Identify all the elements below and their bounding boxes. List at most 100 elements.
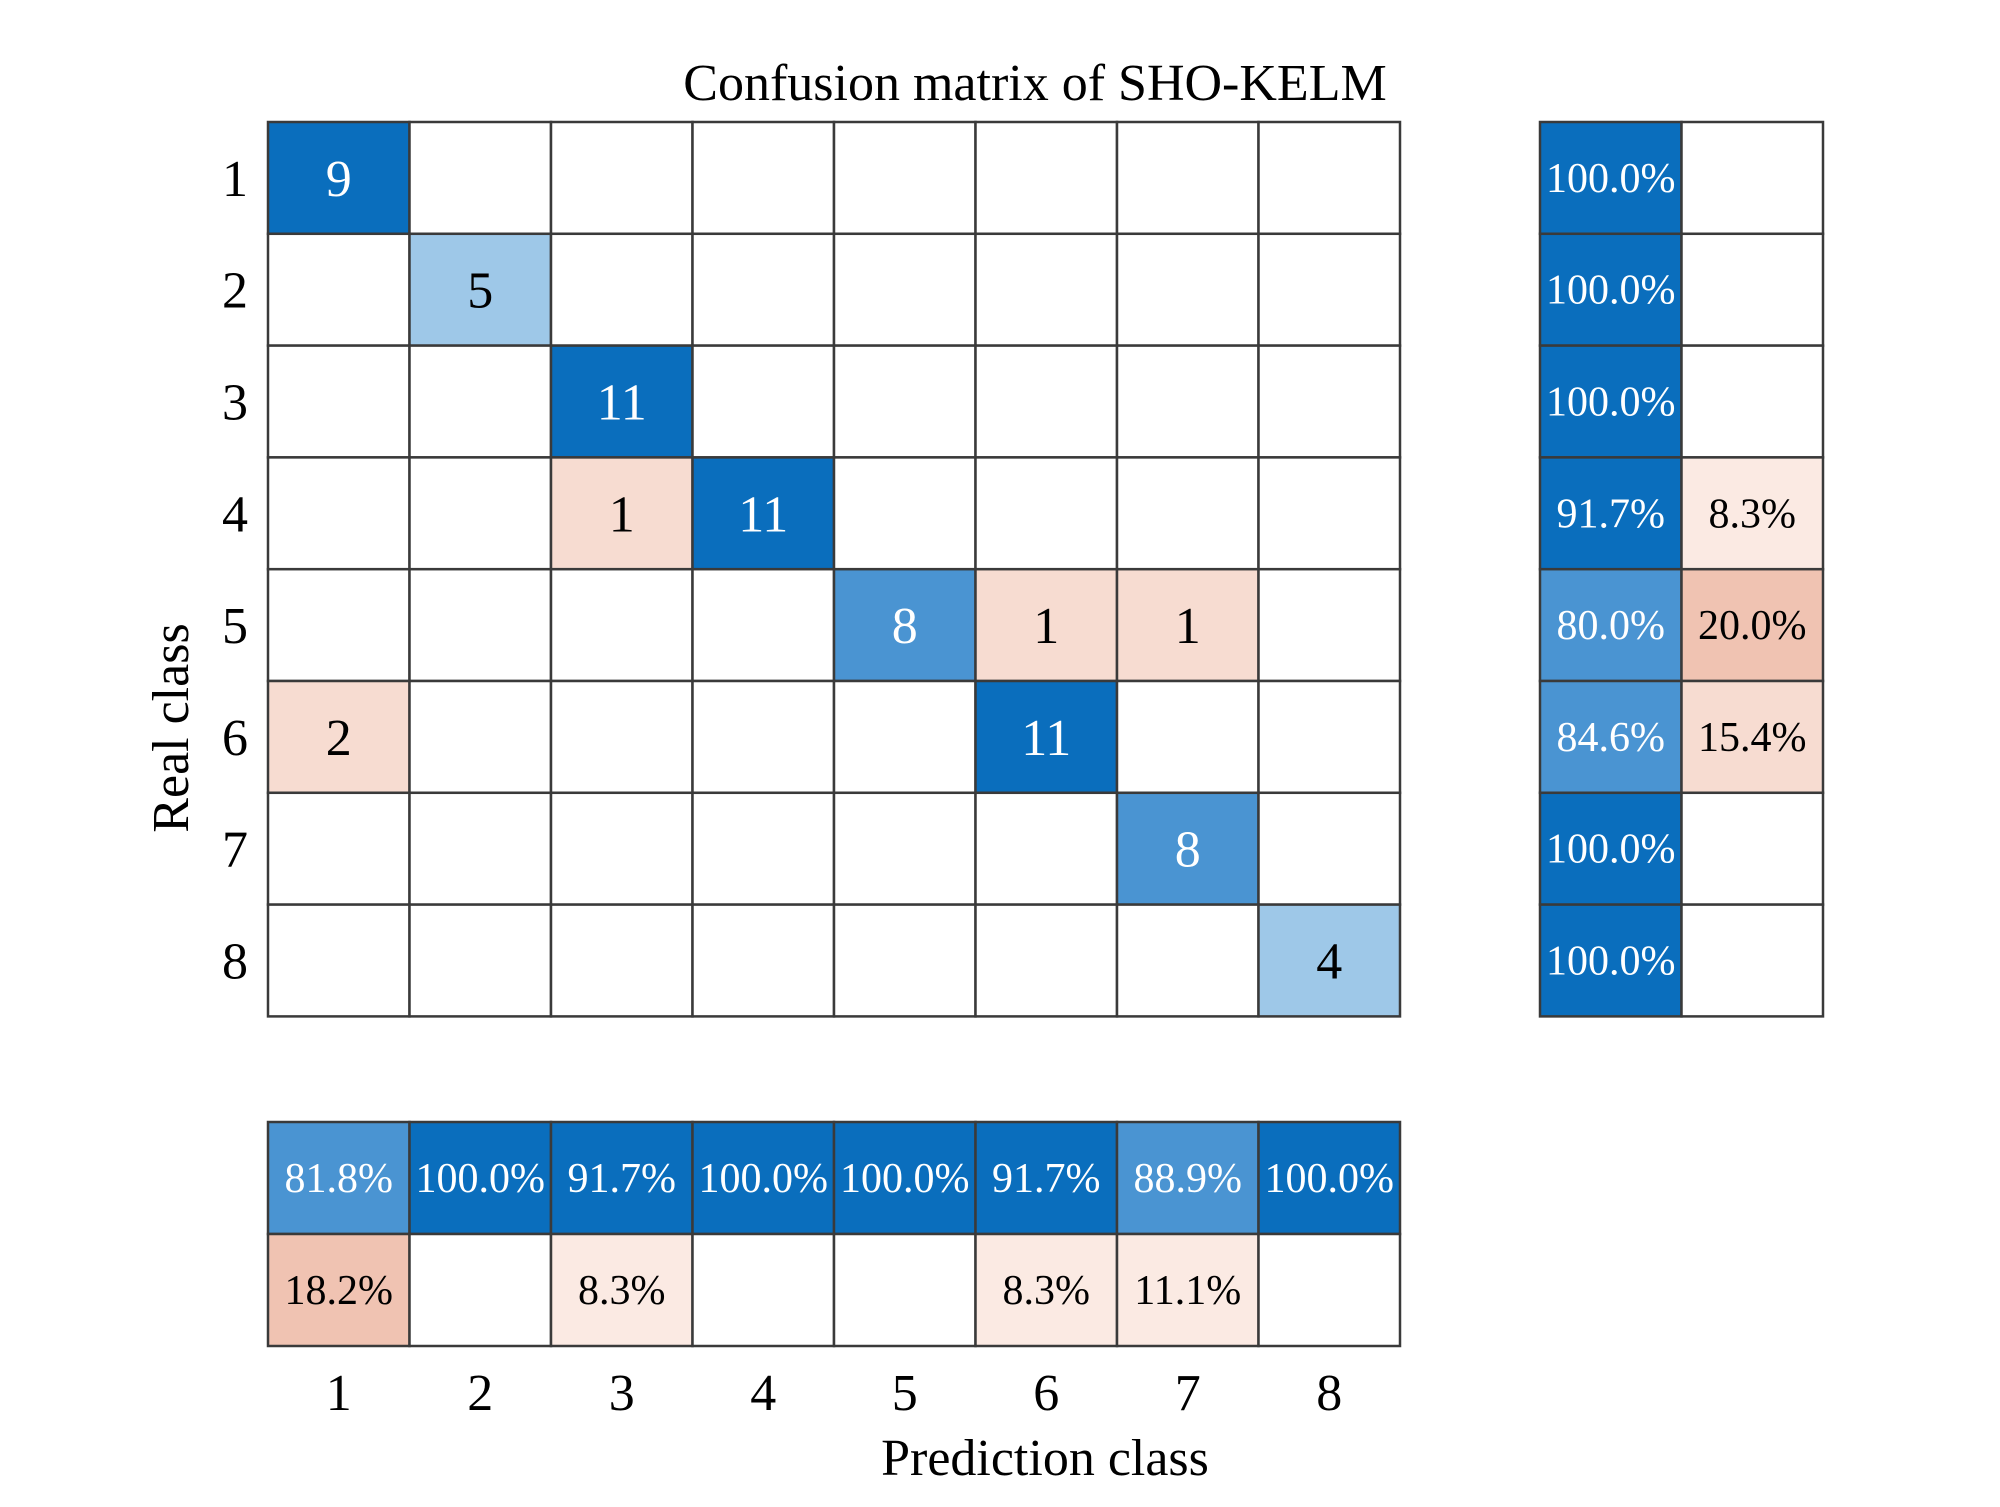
matrix-cell-1-4 bbox=[691, 120, 836, 236]
col-correct-value-6: 91.7% bbox=[992, 1156, 1101, 1202]
matrix-cell-8-1 bbox=[266, 903, 411, 1018]
matrix-cell-4-1 bbox=[266, 456, 411, 571]
matrix-value-5-7: 1 bbox=[1175, 598, 1201, 655]
matrix-cell-7-4 bbox=[691, 791, 836, 906]
row-incorrect-value-4: 8.3% bbox=[1709, 491, 1797, 537]
matrix-cell-8-4 bbox=[691, 903, 836, 1018]
matrix-cell-6-6 bbox=[974, 679, 1119, 795]
matrix-cell-2-8 bbox=[1257, 232, 1402, 347]
prediction-class-tick-2: 2 bbox=[467, 1365, 493, 1422]
matrix-cell-3-7 bbox=[1115, 344, 1260, 459]
matrix-cell-4-6 bbox=[974, 456, 1119, 571]
real-class-tick-labels: 1 2 3 4 5 6 7 8 bbox=[222, 151, 248, 991]
col-correct-value-5: 100.0% bbox=[840, 1156, 970, 1202]
x-axis-label: Prediction class bbox=[881, 1430, 1209, 1487]
matrix-cell-8-6 bbox=[974, 903, 1119, 1018]
row-correct-value-2: 100.0% bbox=[1546, 268, 1676, 314]
col-incorrect-cell-4 bbox=[691, 1232, 836, 1348]
matrix-cell-2-3 bbox=[549, 232, 694, 347]
matrix-value-5-6: 1 bbox=[1033, 598, 1059, 655]
matrix-cell-3-8 bbox=[1257, 344, 1402, 459]
matrix-cell-7-2 bbox=[408, 791, 553, 906]
col-correct-value-8: 100.0% bbox=[1265, 1156, 1395, 1202]
row-correct-cell-6 bbox=[1538, 679, 1683, 795]
col-incorrect-value-3: 8.3% bbox=[578, 1268, 666, 1314]
matrix-value-2-2: 5 bbox=[467, 263, 493, 320]
matrix-cell-2-1 bbox=[266, 232, 411, 347]
row-incorrect-cell-8 bbox=[1680, 903, 1825, 1018]
row-incorrect-cell-1 bbox=[1680, 120, 1825, 236]
col-correct-cell-4 bbox=[691, 1120, 836, 1236]
matrix-cell-3-4 bbox=[691, 344, 836, 459]
col-incorrect-cell-8 bbox=[1257, 1232, 1402, 1348]
row-incorrect-cell-4 bbox=[1680, 456, 1825, 571]
prediction-class-tick-labels: 1 2 3 4 5 6 7 8 bbox=[326, 1365, 1343, 1422]
matrix-cell-3-5 bbox=[832, 344, 977, 459]
matrix-cell-3-1 bbox=[266, 344, 411, 459]
real-class-tick-3: 3 bbox=[222, 375, 248, 432]
matrix-cell-5-5 bbox=[832, 567, 977, 683]
row-correct-value-3: 100.0% bbox=[1546, 380, 1676, 426]
col-incorrect-value-1: 18.2% bbox=[285, 1268, 394, 1314]
row-correct-cell-4 bbox=[1538, 456, 1683, 571]
matrix-cell-6-4 bbox=[691, 679, 836, 795]
matrix-cell-4-5 bbox=[832, 456, 977, 571]
matrix-cell-3-6 bbox=[974, 344, 1119, 459]
matrix-cell-5-3 bbox=[549, 567, 694, 683]
matrix-value-6-1: 2 bbox=[326, 710, 352, 767]
matrix-value-3-3: 11 bbox=[597, 375, 647, 432]
prediction-class-tick-1: 1 bbox=[326, 1365, 352, 1422]
matrix-cell-1-3 bbox=[549, 120, 694, 236]
matrix-cell-3-3 bbox=[549, 344, 694, 459]
matrix-value-7-7: 8 bbox=[1175, 822, 1201, 879]
matrix-cell-8-3 bbox=[549, 903, 694, 1018]
col-correct-cell-3 bbox=[549, 1120, 694, 1236]
matrix-value-5-5: 8 bbox=[892, 598, 918, 655]
real-class-tick-7: 7 bbox=[222, 822, 248, 879]
matrix-cell-2-4 bbox=[691, 232, 836, 347]
matrix-cell-6-7 bbox=[1115, 679, 1260, 795]
matrix-cell-7-5 bbox=[832, 791, 977, 906]
row-incorrect-value-6: 15.4% bbox=[1698, 715, 1807, 761]
matrix-cell-1-5 bbox=[832, 120, 977, 236]
real-class-tick-2: 2 bbox=[222, 263, 248, 320]
matrix-value-4-3: 1 bbox=[609, 486, 635, 543]
matrix-cell-2-5 bbox=[832, 232, 977, 347]
prediction-class-tick-7: 7 bbox=[1175, 1365, 1201, 1422]
col-correct-value-3: 91.7% bbox=[568, 1156, 677, 1202]
row-correct-cell-8 bbox=[1538, 903, 1683, 1018]
matrix-cell-2-2 bbox=[408, 232, 553, 347]
matrix-cell-5-7 bbox=[1115, 567, 1260, 683]
col-correct-cell-6 bbox=[974, 1120, 1119, 1236]
col-incorrect-cell-1 bbox=[266, 1232, 411, 1348]
matrix-cell-3-2 bbox=[408, 344, 553, 459]
matrix-cell-8-5 bbox=[832, 903, 977, 1018]
matrix-value-1-1: 9 bbox=[326, 151, 352, 208]
matrix-cell-6-8 bbox=[1257, 679, 1402, 795]
col-correct-value-1: 81.8% bbox=[285, 1156, 394, 1202]
matrix-cell-1-2 bbox=[408, 120, 553, 236]
matrix-cell-6-2 bbox=[408, 679, 553, 795]
matrix-cell-4-8 bbox=[1257, 456, 1402, 571]
row-incorrect-cell-7 bbox=[1680, 791, 1825, 906]
col-incorrect-cell-3 bbox=[549, 1232, 694, 1348]
matrix-cell-6-3 bbox=[549, 679, 694, 795]
real-class-tick-8: 8 bbox=[222, 934, 248, 991]
row-summary-grid: 100.0% 100.0% 100.0% 91.7% 8.3% 80.0% 20.0% 84.… bbox=[1538, 120, 1825, 1018]
matrix-cell-1-6 bbox=[974, 120, 1119, 236]
y-axis-label: Real class bbox=[143, 623, 200, 832]
matrix-cell-8-8 bbox=[1257, 903, 1402, 1018]
column-summary-grid: 81.8%18.2%100.0% 91.7%8.3%100.0% 100.0% 91.… bbox=[266, 1120, 1402, 1348]
real-class-tick-6: 6 bbox=[222, 710, 248, 767]
matrix-cell-2-7 bbox=[1115, 232, 1260, 347]
matrix-cell-2-6 bbox=[974, 232, 1119, 347]
row-correct-value-6: 84.6% bbox=[1557, 715, 1666, 761]
matrix-cell-7-8 bbox=[1257, 791, 1402, 906]
matrix-cell-4-7 bbox=[1115, 456, 1260, 571]
row-incorrect-cell-6 bbox=[1680, 679, 1825, 795]
row-correct-value-1: 100.0% bbox=[1546, 156, 1676, 202]
matrix-cell-5-8 bbox=[1257, 567, 1402, 683]
row-incorrect-value-5: 20.0% bbox=[1698, 603, 1807, 649]
matrix-cell-7-1 bbox=[266, 791, 411, 906]
